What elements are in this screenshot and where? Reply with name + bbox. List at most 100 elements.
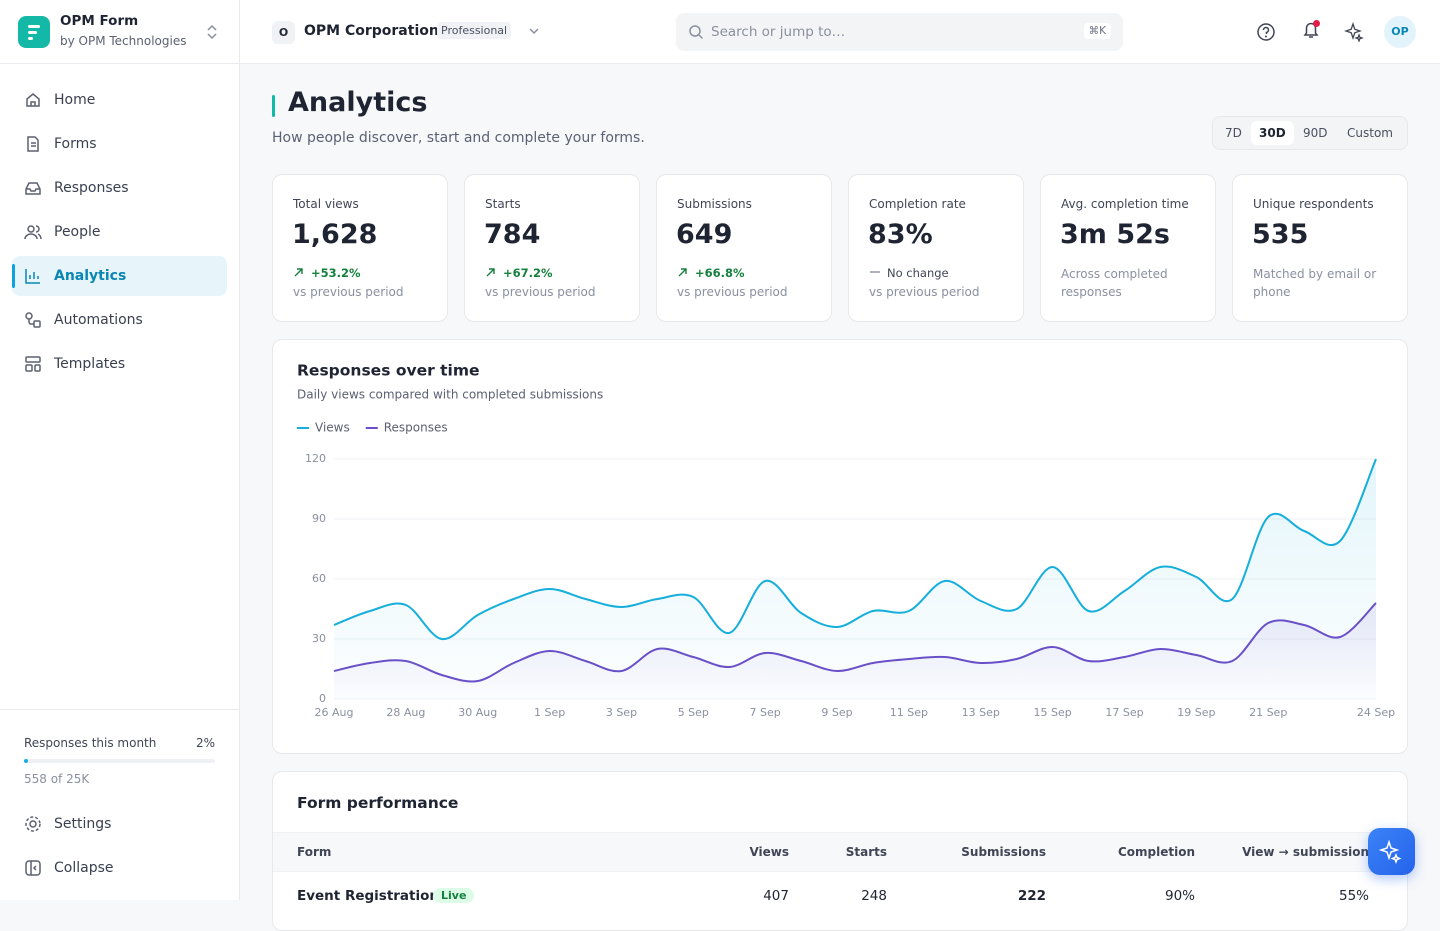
x-tick-label: 30 Aug: [458, 706, 497, 719]
x-tick-label: 9 Sep: [821, 706, 852, 719]
nav-label: Analytics: [54, 268, 127, 284]
kpi-note: vs previous period: [485, 285, 596, 299]
kpi-change: +66.8%: [677, 266, 745, 280]
nav-label: Settings: [54, 816, 112, 832]
nav-label: Home: [54, 92, 96, 108]
icon: [25, 269, 40, 284]
form-name: Event Registration: [297, 888, 440, 904]
kpi-value: 83%: [868, 219, 933, 250]
table-row[interactable]: Event Registration Live 407 248 222 90% 55%: [273, 872, 1407, 920]
kpi-note: Matched by email or phone: [1253, 267, 1377, 299]
nav-item[interactable]: People: [12, 212, 227, 252]
kpi-change-text: +67.2%: [503, 266, 553, 280]
kpi-label: Completion rate: [869, 197, 966, 211]
icon: [25, 816, 41, 832]
kpi-card: Unique respondents 535 Matched by email or…: [1232, 174, 1408, 322]
plan-badge: Professional: [437, 22, 512, 39]
y-tick-label: 60: [312, 572, 326, 585]
flat-icon: [870, 271, 880, 273]
x-tick-label: 5 Sep: [678, 706, 709, 719]
range-option[interactable]: 90D: [1303, 126, 1328, 140]
range-option[interactable]: Custom: [1347, 126, 1393, 140]
page-title: Analytics: [288, 87, 428, 118]
search-placeholder: Search or jump to…: [711, 24, 846, 40]
x-tick-label: 28 Aug: [386, 706, 425, 719]
kpi-value: 3m 52s: [1060, 219, 1170, 250]
kpi-label: Avg. completion time: [1061, 197, 1189, 211]
column-header[interactable]: Submissions: [961, 845, 1046, 859]
table-cell: 248: [861, 888, 887, 904]
area: [334, 603, 1376, 699]
nav-label: Templates: [54, 356, 126, 372]
usage-percent: 2%: [195, 736, 215, 750]
x-tick-label: 24 Sep: [1357, 706, 1395, 719]
title-accent: [272, 95, 275, 117]
y-tick-label: 120: [305, 452, 326, 465]
brand[interactable]: OPM Form by OPM Technologies: [0, 0, 239, 64]
notifications-button[interactable]: [1300, 18, 1324, 42]
usage-label: Responses this month: [24, 736, 157, 750]
nav-item[interactable]: Templates: [12, 344, 227, 384]
nav-label: Forms: [54, 136, 97, 152]
kpi-card: Avg. completion time 3m 52s Across complet…: [1040, 174, 1216, 322]
column-header[interactable]: Views: [749, 845, 789, 859]
kpi-change-text: +66.8%: [695, 266, 745, 280]
org-chevron[interactable]: [528, 26, 540, 36]
ai-button[interactable]: [1344, 22, 1364, 42]
y-tick-label: 30: [312, 632, 326, 645]
table-card: Form performance Form Views Starts Submissi…: [272, 771, 1408, 931]
nav-item[interactable]: Analytics: [12, 256, 227, 296]
brand-by: by OPM Technologies: [60, 34, 187, 48]
user-avatar[interactable]: OP: [1384, 16, 1416, 48]
trend-up-icon: [486, 268, 495, 277]
search[interactable]: Search or jump to… ⌘K: [676, 13, 1123, 51]
icon: [25, 182, 41, 195]
icon: [26, 93, 40, 107]
area: [334, 459, 1376, 699]
logo-glyph: [28, 25, 40, 40]
range-option[interactable]: 30D: [1251, 121, 1294, 145]
line: [333, 458, 1377, 641]
chart: Responses over time Daily views compared…: [297, 362, 1395, 719]
kpi-label: Total views: [293, 197, 359, 211]
column-header[interactable]: View → submission: [1242, 845, 1369, 859]
nav-item[interactable]: Forms: [12, 124, 227, 164]
x-tick-label: 7 Sep: [750, 706, 781, 719]
kpi-label: Starts: [485, 197, 521, 211]
column-header[interactable]: Form: [297, 845, 332, 859]
kpi-card: Submissions 649 +66.8% vs previous period: [656, 174, 832, 322]
x-tick-label: 15 Sep: [1034, 706, 1072, 719]
search-icon: [689, 25, 704, 40]
switch-icon: [207, 24, 217, 40]
range-option[interactable]: 7D: [1225, 126, 1242, 140]
org-name[interactable]: OPM Corporation: [304, 23, 439, 39]
icon: [25, 312, 41, 328]
nav-item[interactable]: Automations: [12, 300, 227, 340]
assistant-button[interactable]: [1368, 828, 1415, 875]
column-header[interactable]: Completion: [1117, 845, 1195, 859]
icon: [25, 860, 41, 876]
assistant-icon: [1378, 839, 1402, 865]
page-subtitle: How people discover, start and complete …: [272, 130, 645, 146]
nav-item[interactable]: Responses: [12, 168, 227, 208]
trend-up-icon: [294, 268, 303, 277]
x-tick-label: 3 Sep: [606, 706, 637, 719]
help-button[interactable]: [1256, 22, 1276, 42]
org-initial: O: [272, 21, 295, 44]
kpi-label: Unique respondents: [1253, 197, 1374, 211]
nav-label: Automations: [54, 312, 143, 328]
kpi-value: 784: [484, 219, 541, 250]
x-tick-label: 13 Sep: [962, 706, 1000, 719]
x-tick-label: 11 Sep: [890, 706, 928, 719]
kpi-value: 535: [1252, 219, 1309, 250]
kpi-change: No change: [869, 266, 949, 280]
x-tick-label: 1 Sep: [534, 706, 565, 719]
shortcut: ⌘K: [1083, 23, 1111, 39]
nav-item[interactable]: Home: [12, 80, 227, 120]
table-cell: 55%: [1338, 888, 1369, 904]
topbar: O OPM Corporation Professional Search or…: [240, 0, 1440, 64]
nav-settings[interactable]: Settings: [12, 804, 227, 844]
nav-collapse[interactable]: Collapse: [12, 848, 227, 888]
column-header[interactable]: Starts: [845, 845, 887, 859]
